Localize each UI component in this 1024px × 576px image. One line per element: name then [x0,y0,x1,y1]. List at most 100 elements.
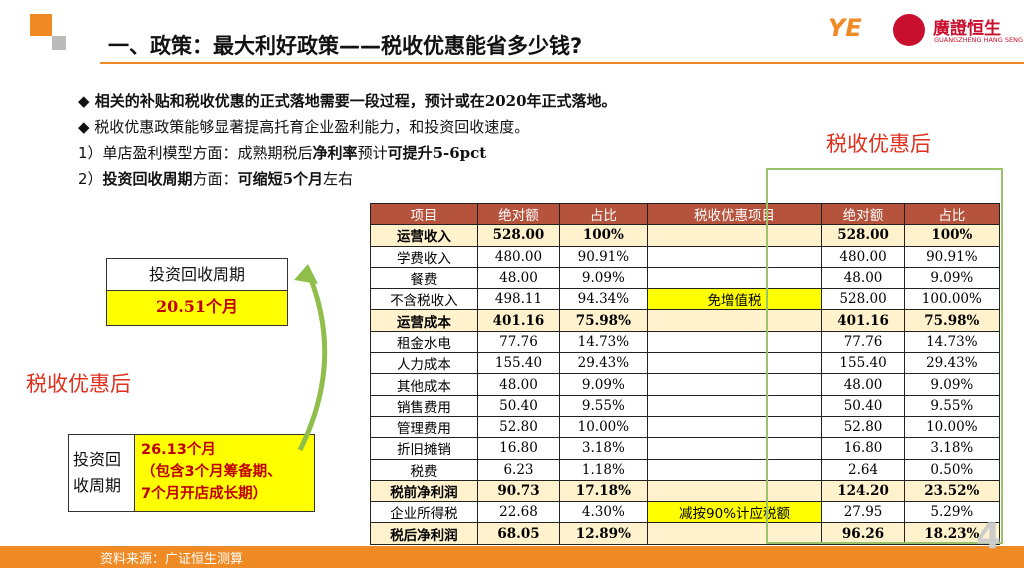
cell: 12.89% [559,522,648,545]
cell: 16.80 [476,437,561,460]
cell: 租金水电 [370,330,478,354]
bullet-part: 净利率 [312,144,358,162]
cell: 155.40 [821,352,905,375]
box-line: 26.13个月 [141,442,216,458]
cell: 48.00 [476,266,561,290]
box-line: （包含3个月筹备期、 [141,464,282,480]
row: 人力成本 155.40 29.43% 155.40 29.43% [370,352,1001,375]
label: 税收优惠后 [826,132,931,156]
bullet-part: 可提升5-6pct [387,144,487,162]
deco [30,14,52,36]
title: 一、政策：最大利好政策——税收优惠能省多少钱? [108,34,583,58]
box: 投资回收周期 26.13个月 （包含3个月筹备期、 7个月开店成长期） [68,434,315,512]
bullet-part: 预计 [357,144,388,162]
cell: 23.52% [903,479,1001,503]
cell [646,522,823,545]
cell: 1.18% [559,458,648,481]
box-line: 7个月开店成长期） [141,486,268,502]
cell: 96.26 [821,522,905,545]
cell: 9.09% [559,373,648,396]
deco [52,36,66,50]
bullet-part: 可缩短5个月 [237,170,324,188]
source: 资料来源：广证恒生测算 [100,552,244,567]
cell: 0.50% [903,458,1001,481]
cell: 运营收入 [370,224,478,247]
bullet-part: 投资回收周期 [102,170,193,188]
cell: 27.95 [821,501,905,524]
bullet-part: ◆ 税收优惠政策能够显著提高托育企业盈利能力，和投资回收速度。 [78,118,530,136]
cell: 4.30% [559,501,648,524]
bullet: 1）单店盈利模型方面：成熟期税后净利率预计可提升5-6pct [78,140,617,166]
cell: 528.00 [821,288,905,311]
bullet: 2）投资回收周期方面：可缩短5个月左右 [78,166,617,192]
cell: 6.23 [476,458,561,481]
bullet-part: ◆ 相关的补贴和税收优惠的正式落地需要一段过程，预计或在2020年正式落地。 [78,92,617,110]
row: 运营收入 528.00 100% 528.00 100% [370,224,1001,247]
cell: 498.11 [476,288,561,311]
highlight [766,168,1003,544]
cell: 餐费 [370,266,478,290]
cell: 50.40 [476,394,561,417]
cell: 其他成本 [370,373,478,396]
cell: 10.00% [559,415,648,439]
cell: 401.16 [821,309,905,332]
cell: 90.73 [476,479,561,503]
rule [100,62,1024,64]
footer-bar [0,546,1024,568]
cell: 14.73% [559,330,648,354]
cell: 不含税收入 [370,288,478,311]
cell [646,479,823,503]
box-head: 投资回收周期 [107,259,287,291]
bullet-part: 方面： [192,170,238,188]
cell: 3.18% [559,437,648,460]
row: 不含税收入 498.11 94.34% 免增值税 528.00 100.00% [370,288,1001,311]
row: 税后净利润 68.05 12.89% 96.26 18.23% [370,522,1001,545]
cell: 企业所得税 [370,501,478,524]
header-cell: 占比 [903,202,1001,226]
label: 税收优惠后 [26,372,131,396]
cell: 税后净利润 [370,522,478,545]
header-cell: 绝对额 [476,202,561,226]
cell: 528.00 [476,224,561,247]
box-head: 投资回收周期 [69,435,135,511]
cell: 销售费用 [370,394,478,417]
logo-text: 廣證恒生 [933,19,1001,39]
header-cell: 绝对额 [821,202,905,226]
bullet-part: 2） [78,170,103,188]
logo-mark: YE [828,14,862,42]
cell: 48.00 [476,373,561,396]
cell: 401.16 [476,309,561,332]
row: 税费 6.23 1.18% 2.64 0.50% [370,458,1001,481]
page-number: 4 [976,516,1002,557]
cell: 22.68 [476,501,561,524]
bullet-part: 左右 [323,170,354,188]
cell: 17.18% [559,479,648,503]
row: 学费收入 480.00 90.91% 480.00 90.91% [370,245,1001,268]
row: 管理费用 52.80 10.00% 52.80 10.00% [370,415,1001,439]
cell: 480.00 [476,245,561,268]
row: 税前净利润 90.73 17.18% 124.20 23.52% [370,479,1001,503]
bullet: ◆ 相关的补贴和税收优惠的正式落地需要一段过程，预计或在2020年正式落地。 [78,88,617,114]
row: 其他成本 48.00 9.09% 48.00 9.09% [370,373,1001,396]
box-value: 20.51个月 [155,297,239,316]
cell: 52.80 [476,415,561,439]
cell: 480.00 [821,245,905,268]
cell: 折旧摊销 [370,437,478,460]
box: 投资回收周期 20.51个月 [106,258,288,326]
cell: 90.91% [559,245,648,268]
cell: 9.09% [559,266,648,290]
table: 项目 绝对额 占比 税收优惠项目 绝对额 占比 运营收入 528.00 100% 528.00 10… [370,202,1001,545]
cell: 税费 [370,458,478,481]
cell: 学费收入 [370,245,478,268]
bullet: ◆ 税收优惠政策能够显著提高托育企业盈利能力，和投资回收速度。 [78,114,617,140]
row: 运营成本 401.16 75.98% 401.16 75.98% [370,309,1001,332]
bullet-part: 1）单店盈利模型方面：成熟期税后 [78,144,313,162]
cell: 90.91% [903,245,1001,268]
cell: 人力成本 [370,352,478,375]
header-cell: 项目 [370,202,478,226]
cell: 免增值税 [646,288,823,311]
cell: 减按90%计应税额 [646,501,823,524]
arrow [294,264,328,452]
box-value: 26.13个月 （包含3个月筹备期、 7个月开店成长期） [135,435,314,511]
